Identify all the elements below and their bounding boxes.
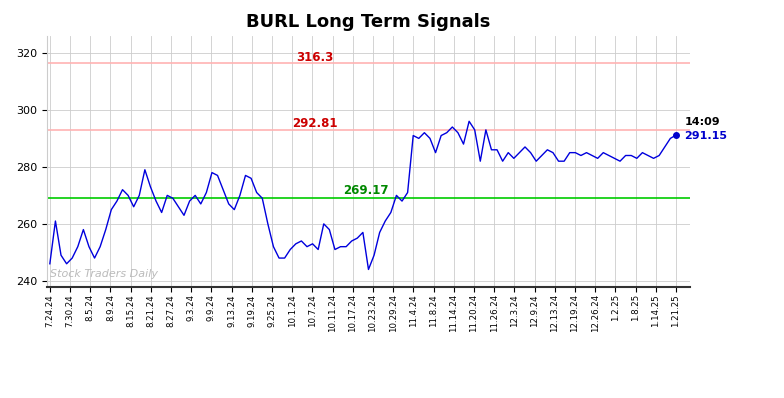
Text: 14:09: 14:09 bbox=[684, 117, 720, 127]
Text: 292.81: 292.81 bbox=[292, 117, 338, 130]
Text: 316.3: 316.3 bbox=[296, 51, 334, 64]
Text: 291.15: 291.15 bbox=[684, 131, 728, 141]
Title: BURL Long Term Signals: BURL Long Term Signals bbox=[246, 14, 491, 31]
Text: Stock Traders Daily: Stock Traders Daily bbox=[50, 269, 158, 279]
Text: 269.17: 269.17 bbox=[343, 184, 388, 197]
